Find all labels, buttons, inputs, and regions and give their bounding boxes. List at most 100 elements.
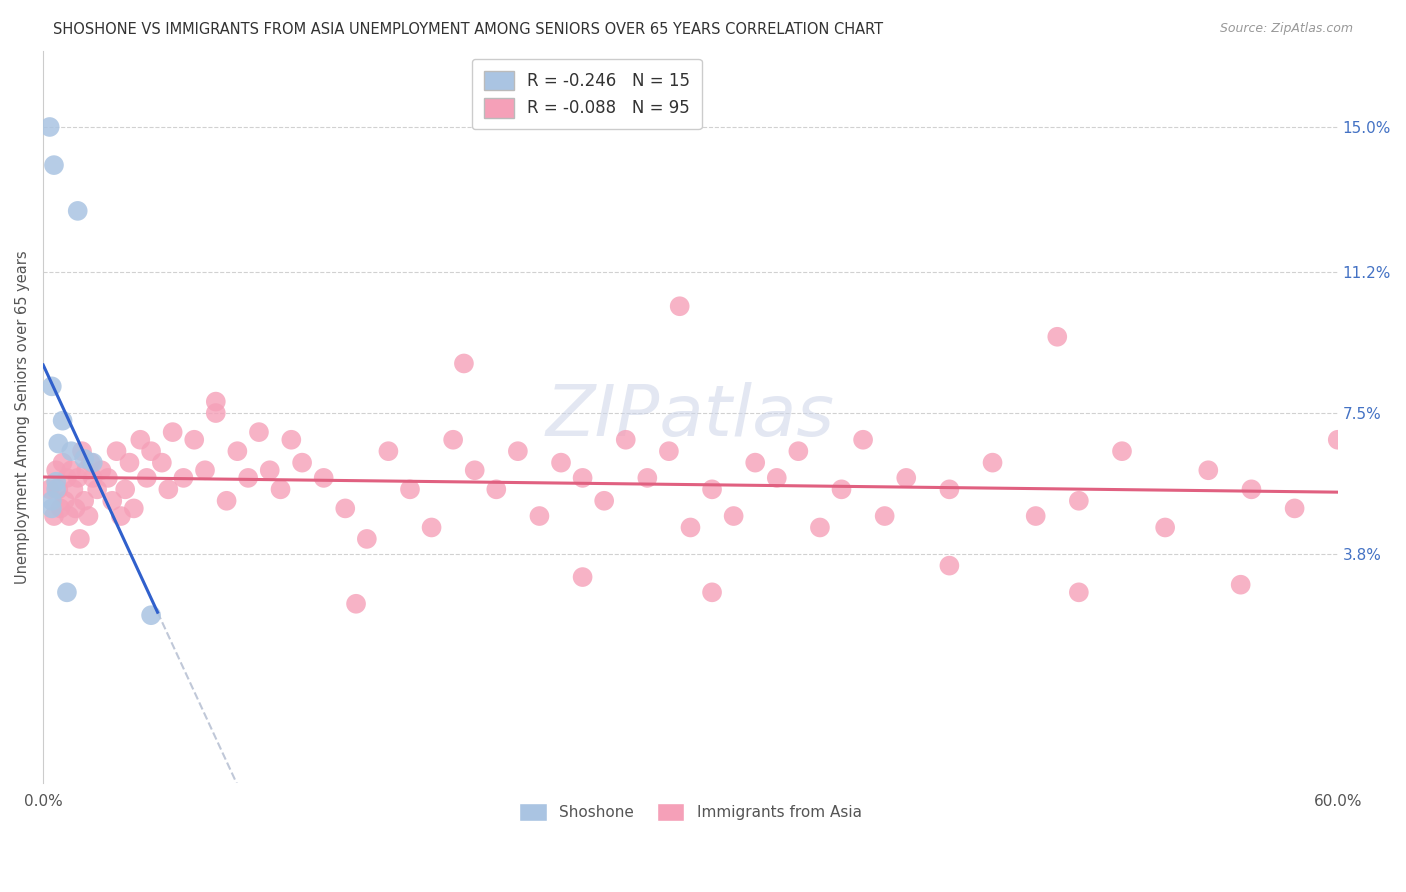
Legend: Shoshone, Immigrants from Asia: Shoshone, Immigrants from Asia bbox=[513, 797, 868, 827]
Point bbox=[1046, 330, 1069, 344]
Point bbox=[38, 483, 60, 497]
Point bbox=[938, 483, 960, 497]
Point bbox=[1025, 509, 1047, 524]
Point bbox=[852, 433, 875, 447]
Point bbox=[344, 597, 367, 611]
Point bbox=[896, 471, 918, 485]
Point bbox=[79, 456, 101, 470]
Point bbox=[831, 483, 853, 497]
Point bbox=[700, 483, 723, 497]
Point bbox=[938, 558, 960, 573]
Point bbox=[1229, 577, 1251, 591]
Point bbox=[377, 444, 399, 458]
Point bbox=[52, 414, 75, 428]
Point bbox=[38, 120, 60, 134]
Text: ZIPatlas: ZIPatlas bbox=[546, 383, 835, 451]
Point bbox=[873, 509, 896, 524]
Point bbox=[270, 483, 292, 497]
Point bbox=[45, 463, 67, 477]
Point bbox=[41, 501, 63, 516]
Point bbox=[506, 444, 529, 458]
Point bbox=[529, 509, 551, 524]
Point bbox=[194, 463, 217, 477]
Point bbox=[280, 433, 302, 447]
Point bbox=[90, 463, 112, 477]
Point bbox=[60, 444, 83, 458]
Point bbox=[66, 471, 89, 485]
Point bbox=[65, 501, 87, 516]
Point bbox=[110, 509, 132, 524]
Point bbox=[787, 444, 810, 458]
Text: Source: ZipAtlas.com: Source: ZipAtlas.com bbox=[1219, 22, 1353, 36]
Point bbox=[139, 444, 162, 458]
Point bbox=[77, 509, 100, 524]
Point bbox=[614, 433, 637, 447]
Point bbox=[723, 509, 745, 524]
Point bbox=[247, 425, 270, 439]
Point bbox=[1154, 520, 1177, 534]
Point bbox=[129, 433, 152, 447]
Point bbox=[56, 585, 79, 599]
Point bbox=[162, 425, 184, 439]
Point bbox=[70, 444, 93, 458]
Point bbox=[668, 299, 690, 313]
Point bbox=[335, 501, 357, 516]
Point bbox=[46, 483, 69, 497]
Point bbox=[238, 471, 260, 485]
Point bbox=[259, 463, 281, 477]
Point bbox=[42, 158, 65, 172]
Point bbox=[1197, 463, 1219, 477]
Point bbox=[1111, 444, 1133, 458]
Point bbox=[226, 444, 249, 458]
Point bbox=[97, 471, 120, 485]
Point bbox=[86, 483, 108, 497]
Point bbox=[593, 493, 616, 508]
Point bbox=[46, 436, 69, 450]
Point bbox=[441, 433, 464, 447]
Point bbox=[291, 456, 314, 470]
Point bbox=[58, 509, 80, 524]
Point bbox=[62, 483, 84, 497]
Point bbox=[1284, 501, 1306, 516]
Point bbox=[56, 471, 79, 485]
Text: SHOSHONE VS IMMIGRANTS FROM ASIA UNEMPLOYMENT AMONG SENIORS OVER 65 YEARS CORREL: SHOSHONE VS IMMIGRANTS FROM ASIA UNEMPLO… bbox=[53, 22, 883, 37]
Point bbox=[150, 456, 173, 470]
Point bbox=[312, 471, 335, 485]
Point bbox=[636, 471, 658, 485]
Point bbox=[114, 483, 136, 497]
Point bbox=[73, 493, 96, 508]
Point bbox=[1326, 433, 1348, 447]
Point bbox=[49, 501, 72, 516]
Point bbox=[172, 471, 194, 485]
Point bbox=[45, 483, 67, 497]
Point bbox=[356, 532, 378, 546]
Point bbox=[118, 456, 141, 470]
Point bbox=[571, 570, 593, 584]
Point bbox=[183, 433, 205, 447]
Point bbox=[75, 463, 97, 477]
Point bbox=[60, 463, 83, 477]
Point bbox=[122, 501, 145, 516]
Point bbox=[204, 406, 226, 420]
Point bbox=[215, 493, 238, 508]
Point bbox=[41, 493, 63, 508]
Point bbox=[82, 471, 104, 485]
Point bbox=[69, 532, 91, 546]
Point bbox=[101, 493, 124, 508]
Point bbox=[1240, 483, 1263, 497]
Point bbox=[45, 475, 67, 489]
Point bbox=[66, 203, 89, 218]
Point bbox=[658, 444, 681, 458]
Point bbox=[1067, 585, 1090, 599]
Point bbox=[399, 483, 422, 497]
Point bbox=[73, 451, 96, 466]
Y-axis label: Unemployment Among Seniors over 65 years: Unemployment Among Seniors over 65 years bbox=[15, 250, 30, 583]
Point bbox=[157, 483, 180, 497]
Point bbox=[135, 471, 157, 485]
Point bbox=[981, 456, 1004, 470]
Point bbox=[53, 493, 76, 508]
Point bbox=[204, 394, 226, 409]
Point bbox=[679, 520, 702, 534]
Point bbox=[420, 520, 443, 534]
Point bbox=[139, 608, 162, 623]
